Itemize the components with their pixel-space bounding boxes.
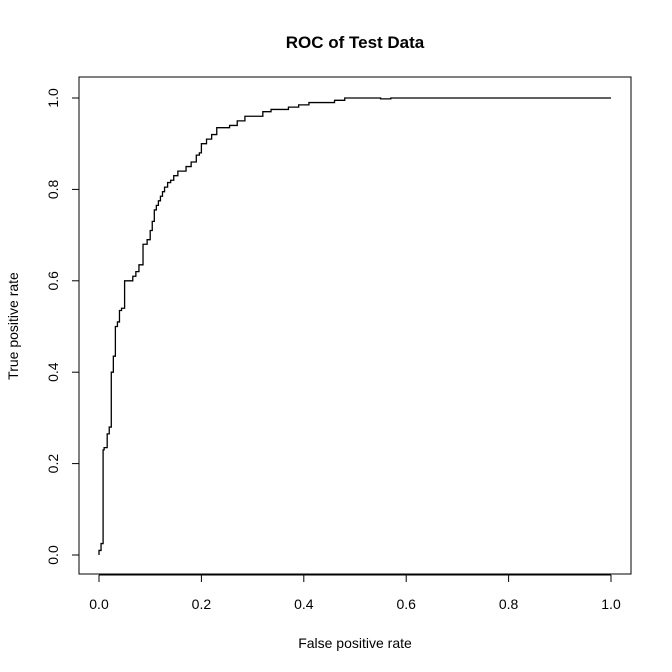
plot-frame [78, 76, 632, 575]
x-tick-label: 0.8 [499, 596, 519, 612]
y-axis: 0.0 0.2 0.4 0.6 0.8 1.0 [45, 88, 80, 565]
y-tick-label: 0.8 [45, 179, 61, 199]
y-tick-label: 1.0 [45, 88, 61, 108]
x-tick-label: 0.4 [294, 596, 314, 612]
y-tick-label: 0.6 [45, 271, 61, 291]
y-tick-label: 0.2 [45, 454, 61, 474]
x-tick-label: 0.2 [192, 596, 212, 612]
x-axis: 0.0 0.2 0.4 0.6 0.8 1.0 [89, 574, 621, 612]
x-axis-label: False positive rate [298, 635, 412, 651]
y-tick-label: 0.0 [45, 545, 61, 565]
chart-title: ROC of Test Data [286, 33, 425, 52]
x-tick-label: 1.0 [601, 596, 621, 612]
y-axis-label: True positive rate [5, 272, 21, 380]
x-tick-label: 0.0 [89, 596, 109, 612]
x-tick-label: 0.6 [396, 596, 416, 612]
y-tick-label: 0.4 [45, 362, 61, 382]
roc-curve [98, 97, 611, 555]
